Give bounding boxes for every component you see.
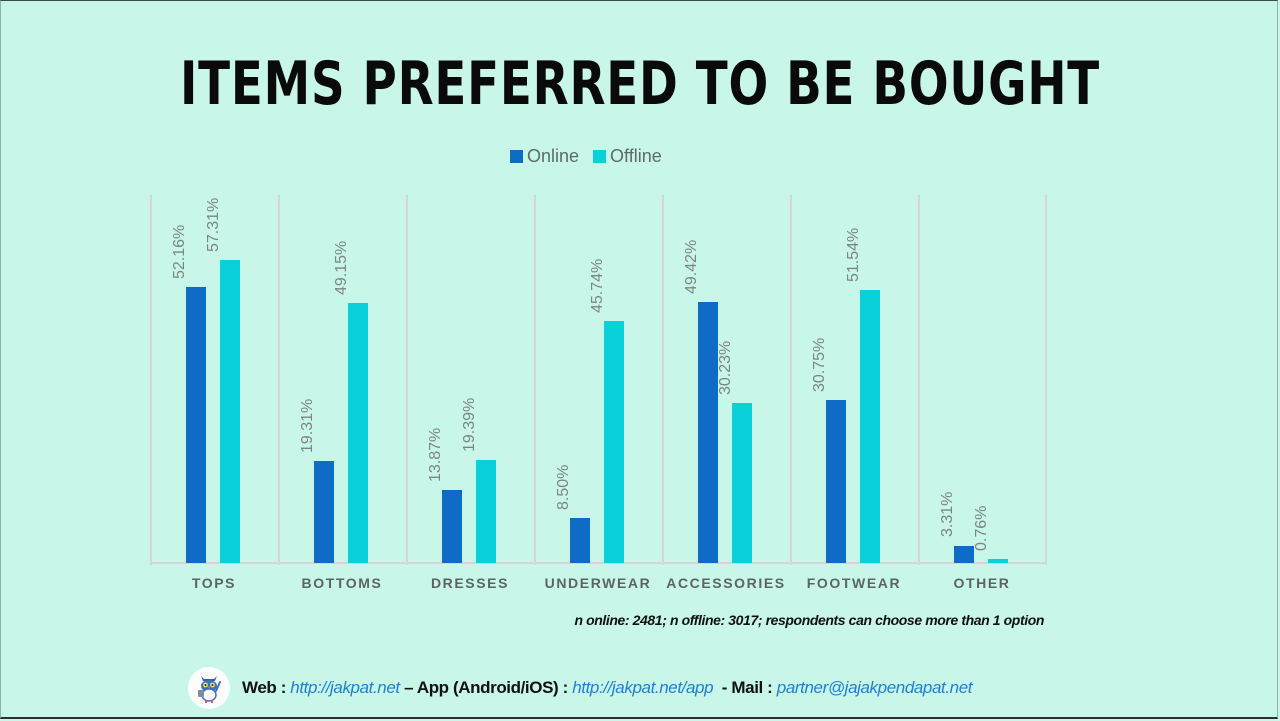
app-link[interactable]: http://jakpat.net/app — [572, 678, 714, 697]
legend-label-online: Online — [527, 145, 580, 166]
bar-offline — [604, 321, 624, 563]
mail-link[interactable]: partner@jajakpendapat.net — [776, 678, 973, 697]
bar-online — [442, 489, 462, 563]
data-label-online: 30.75% — [811, 338, 828, 393]
web-link[interactable]: http://jakpat.net — [290, 678, 400, 697]
data-label-offline: 57.31% — [205, 197, 222, 252]
chart-title: ITEMS PREFERRED TO BE BOUGHT — [179, 49, 1101, 119]
app-label: – App (Android/iOS) : — [404, 678, 568, 697]
data-label-online: 3.31% — [939, 492, 956, 538]
bar-online — [826, 400, 846, 563]
data-label-online: 19.31% — [299, 398, 316, 453]
data-label-offline: 19.39% — [461, 398, 478, 453]
sample-size-note: n online: 2481; n offline: 3017; respond… — [574, 612, 1044, 628]
legend-label-offline: Offline — [610, 145, 662, 166]
bar-offline — [348, 303, 368, 563]
legend-swatch-offline — [593, 149, 607, 163]
data-label-offline: 45.74% — [589, 258, 606, 314]
legend-item-offline: Offline — [593, 146, 662, 167]
bar-offline — [988, 558, 1008, 563]
category-group-dresses: 13.87% 19.39% — [406, 195, 534, 563]
chart-legend: Online Offline — [510, 144, 662, 168]
bar-online — [570, 518, 590, 563]
bar-online — [186, 287, 206, 563]
bar-offline — [220, 259, 240, 563]
x-axis-label: DRESSES — [430, 575, 510, 591]
x-axis-line — [150, 562, 1047, 564]
category-gridline — [918, 195, 920, 565]
bar-online — [314, 460, 334, 563]
x-axis-label: BOTTOMS — [301, 575, 383, 591]
bar-online — [698, 301, 718, 563]
category-gridline — [1045, 195, 1047, 565]
plot-area: 52.16% 57.31% 19.31% 49.15% 13.87% 19.39% 8.50… — [150, 195, 1047, 565]
category-gridline — [278, 195, 280, 565]
footer: Web : http://jakpat.net – App (Android/i… — [188, 666, 973, 710]
bar-offline — [732, 403, 752, 563]
category-gridline — [662, 195, 664, 565]
x-axis-label: ACCESSORIES — [666, 575, 786, 591]
bar-offline — [860, 290, 880, 563]
data-label-offline: 51.54% — [845, 228, 862, 283]
category-gridline — [406, 195, 408, 565]
data-label-offline: 0.76% — [973, 505, 990, 551]
x-axis-label: TOPS — [191, 575, 237, 591]
web-label: Web : — [242, 678, 286, 697]
category-group-accessories: 49.42% 30.23% — [662, 195, 790, 563]
data-label-online: 13.87% — [427, 427, 444, 482]
legend-item-online: Online — [510, 146, 579, 167]
x-axis-label: OTHER — [953, 575, 1011, 591]
bar-offline — [476, 460, 496, 563]
category-group-footwear: 30.75% 51.54% — [790, 195, 918, 563]
category-gridline — [534, 195, 536, 565]
category-gridline — [150, 195, 152, 565]
category-gridline — [790, 195, 792, 565]
legend-swatch-online — [510, 149, 523, 163]
data-label-online: 52.16% — [171, 224, 188, 280]
data-label-offline: 49.15% — [333, 240, 350, 295]
bar-online — [954, 545, 974, 563]
data-label-offline: 30.23% — [717, 340, 734, 396]
data-label-online: 8.50% — [555, 464, 572, 511]
category-group-bottoms: 19.31% 49.15% — [278, 195, 406, 563]
category-group-other: 3.31% 0.76% — [918, 195, 1046, 563]
category-group-underwear: 8.50% 45.74% — [534, 195, 662, 563]
mail-label: - Mail : — [721, 678, 773, 697]
category-group-tops: 52.16% 57.31% — [150, 195, 278, 563]
x-axis-label: FOOTWEAR — [806, 575, 902, 591]
x-axis-label: UNDERWEAR — [544, 575, 652, 591]
data-label-online: 49.42% — [683, 239, 700, 294]
owl-mascot-icon — [188, 667, 230, 709]
